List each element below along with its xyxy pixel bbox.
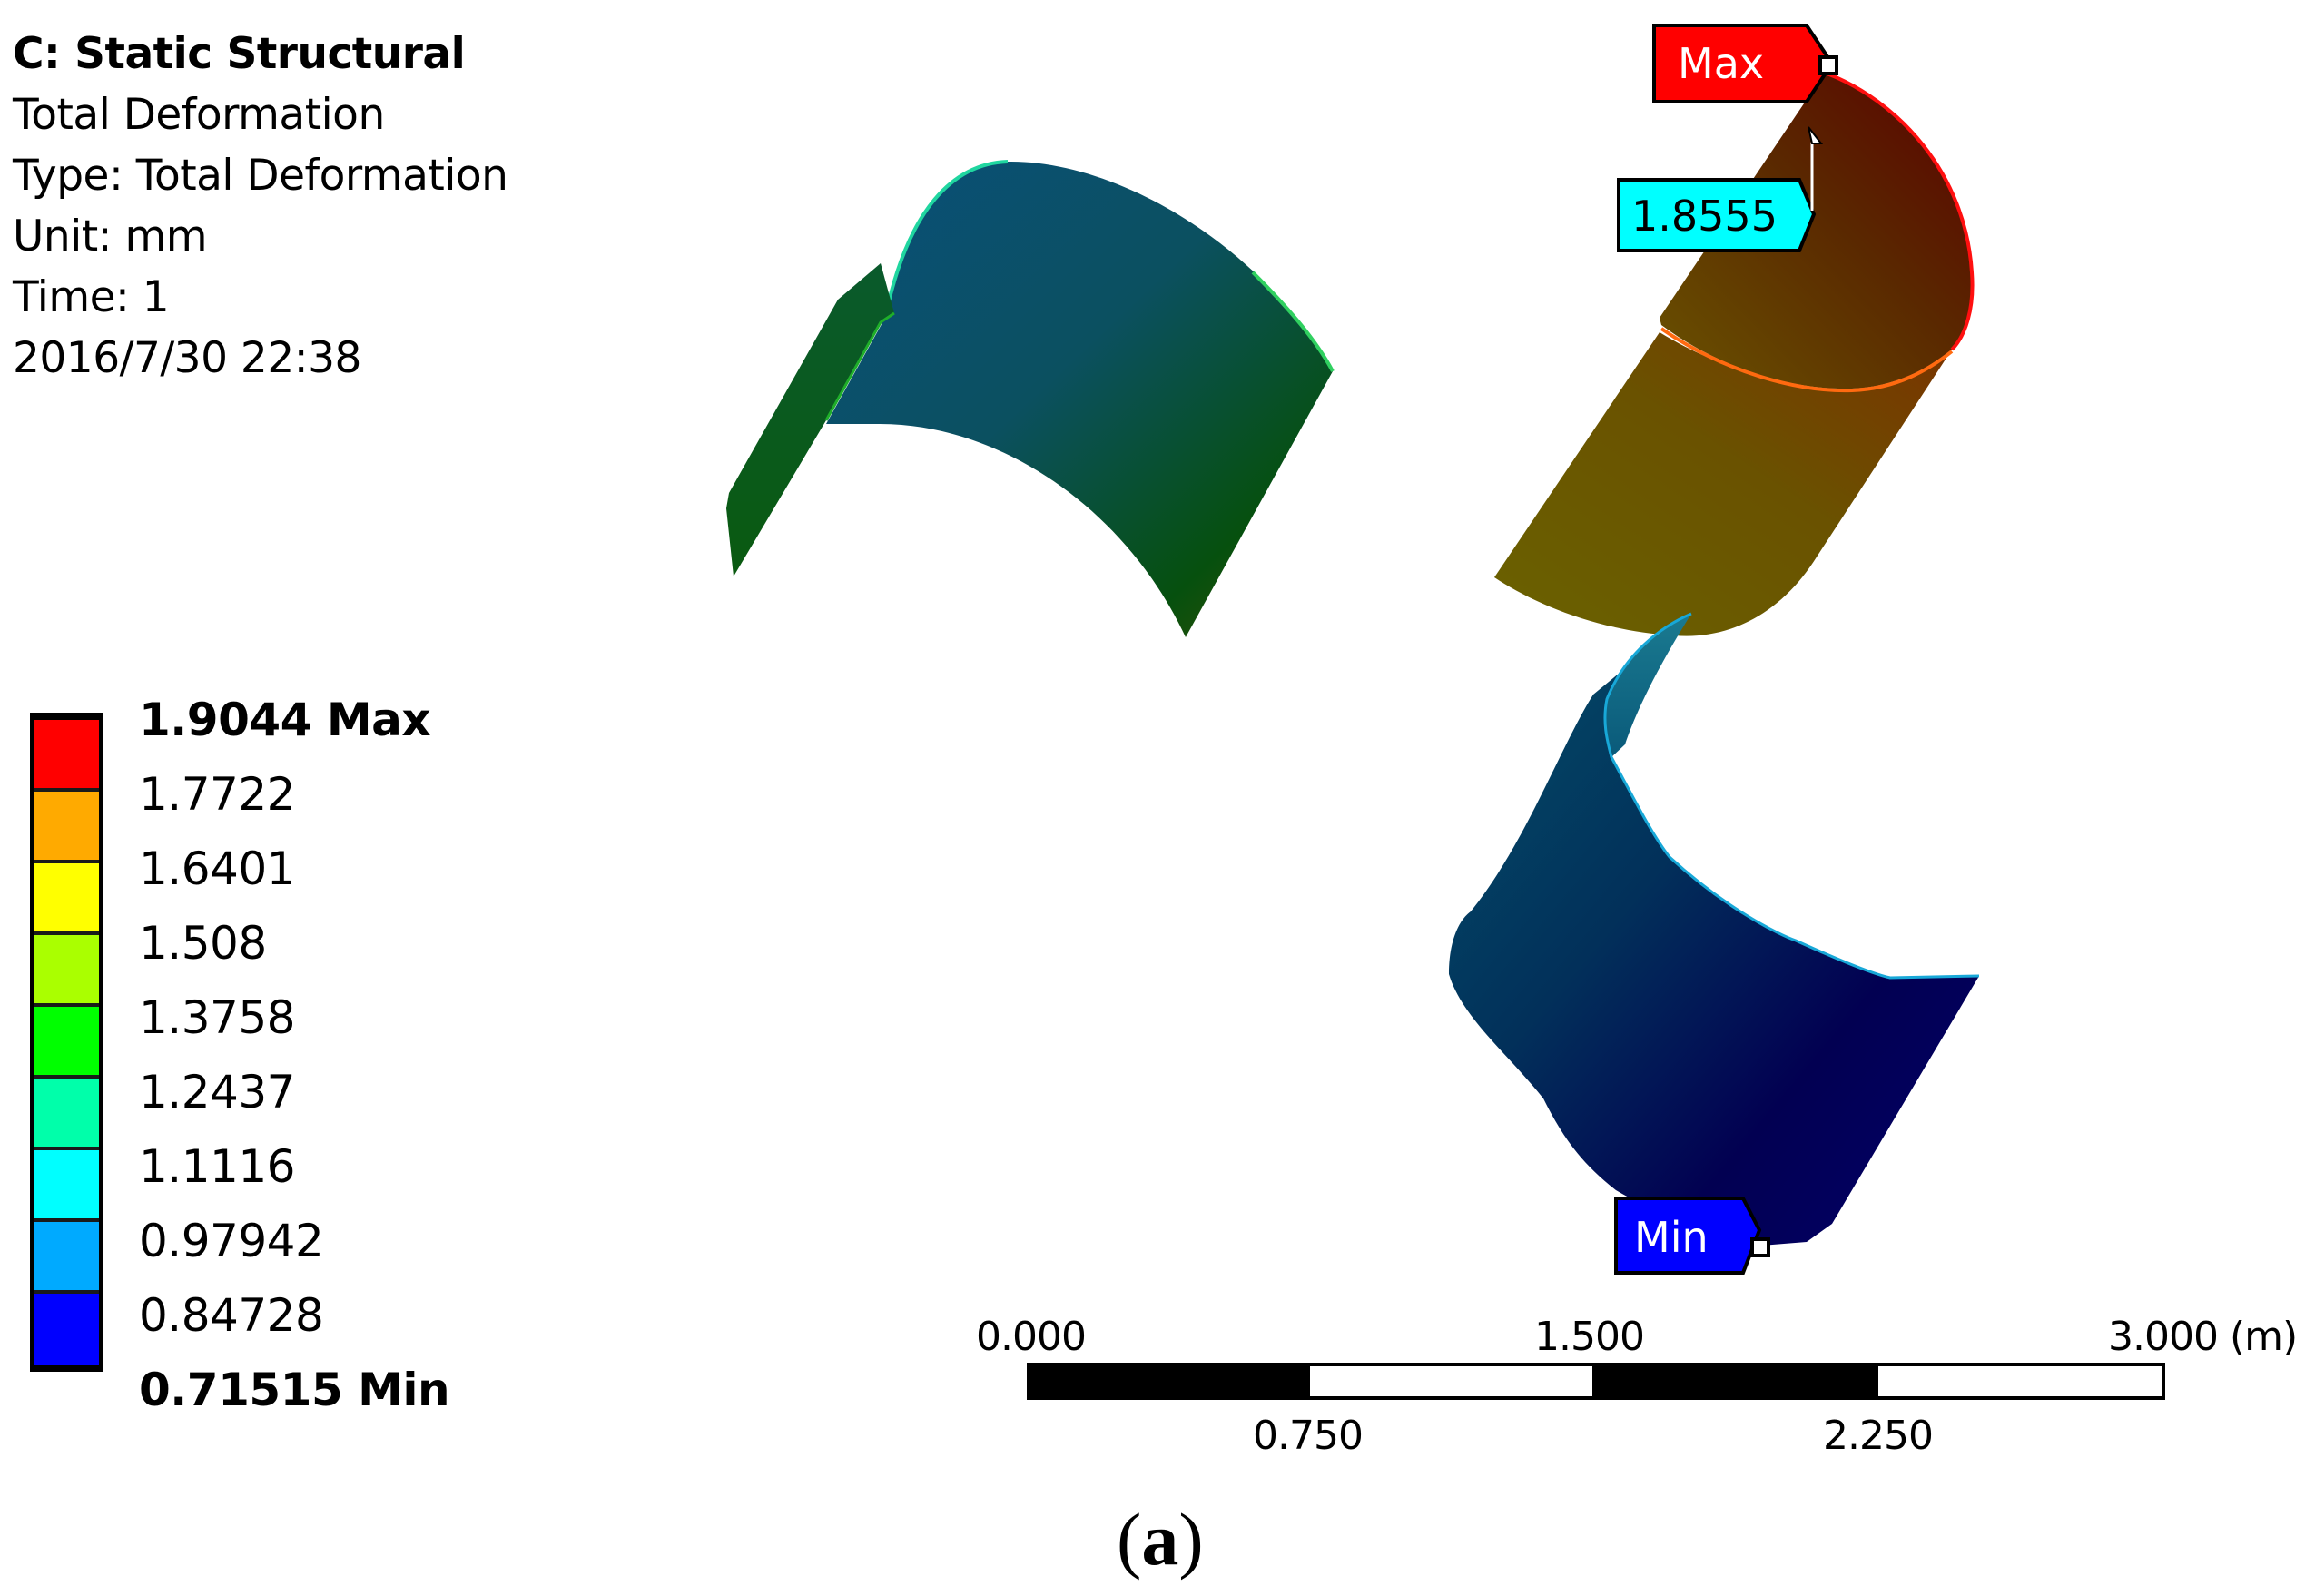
legend-label: 1.3758 <box>139 991 295 1044</box>
bottom-shell-part[interactable] <box>1449 612 1980 1246</box>
left-shell-fold-line <box>824 311 895 421</box>
top-right-shell-outer-edge <box>1824 71 1975 351</box>
legend-band-4 <box>34 935 99 1007</box>
scale-label-3000: 3.000 (m) <box>2108 1314 2298 1360</box>
result-timestamp: 2016/7/30 22:38 <box>13 333 361 383</box>
min-marker[interactable] <box>1614 1197 1770 1275</box>
probe-marker[interactable] <box>1617 126 1824 252</box>
caption-open-paren: ( <box>1117 1498 1142 1581</box>
left-shell-right-edge-highlight <box>1251 271 1335 372</box>
legend-band-3 <box>34 863 99 935</box>
legend-band-8 <box>34 1222 99 1294</box>
result-unit: Unit: mm <box>13 212 208 261</box>
analysis-title: C: Static Structural <box>13 29 466 79</box>
legend-label: 0.97942 <box>139 1215 324 1267</box>
result-type: Type: Total Deformation <box>13 151 508 201</box>
scale-label-1500: 1.500 <box>1534 1314 1645 1360</box>
bottom-shell-surface <box>1449 614 1979 1246</box>
result-time: Time: 1 <box>13 272 170 322</box>
scale-label-2250: 2.250 <box>1823 1413 1934 1459</box>
left-shell-part[interactable] <box>726 160 1335 637</box>
result-name: Total Deformation <box>13 90 385 140</box>
bottom-shell-inner-edge <box>1603 612 1980 980</box>
legend-band-9 <box>34 1294 99 1365</box>
legend-label: 1.2437 <box>139 1066 295 1118</box>
probe-tag-label: 1.8555 <box>1631 192 1778 241</box>
legend-label: 1.6401 <box>139 842 295 895</box>
top-right-shell-rim-edge <box>1660 327 1954 393</box>
top-right-shell-part[interactable] <box>1494 71 1975 636</box>
figure-caption: (a) <box>1117 1502 1204 1577</box>
legend-band-7 <box>34 1150 99 1222</box>
legend-label: 1.508 <box>139 917 267 970</box>
left-shell-inner-surface <box>826 161 1333 637</box>
top-right-shell-inner-surface <box>1660 73 1973 389</box>
caption-letter: a <box>1141 1498 1179 1581</box>
legend-band-1 <box>34 720 99 792</box>
legend-label: 0.84728 <box>139 1289 324 1342</box>
left-shell-edge-highlight <box>883 160 1009 319</box>
legend-band-2 <box>34 792 99 863</box>
left-shell-side-strip <box>726 263 894 576</box>
scale-label-750: 0.750 <box>1253 1413 1364 1459</box>
legend-min-label: 0.71515 Min <box>139 1364 450 1416</box>
top-right-shell-outer-surface <box>1494 332 1952 636</box>
legend-label: 1.1116 <box>139 1140 295 1193</box>
legend-band-5 <box>34 1007 99 1079</box>
min-tag-label: Min <box>1634 1213 1709 1262</box>
legend-label: 1.7722 <box>139 768 295 821</box>
result-info-block: C: Static Structural Total Deformation T… <box>13 24 508 389</box>
bottom-shell-fold-surface <box>1604 614 1691 757</box>
legend-band-6 <box>34 1079 99 1150</box>
caption-close-paren: ) <box>1178 1498 1204 1581</box>
legend-color-bar <box>30 713 103 1372</box>
max-tag-label: Max <box>1678 39 1765 88</box>
scale-bar <box>1027 1363 2165 1400</box>
legend-max-label: 1.9044 Max <box>139 694 431 746</box>
max-marker[interactable] <box>1652 24 1838 103</box>
scale-label-0: 0.000 <box>976 1314 1087 1360</box>
